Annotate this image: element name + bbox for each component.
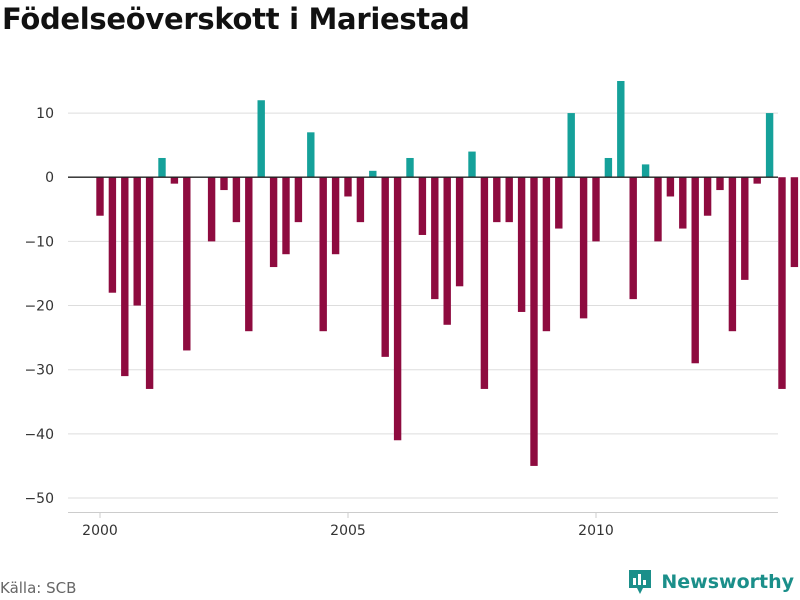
bar: [145, 177, 154, 389]
y-tick-label: 10: [36, 106, 54, 122]
bar: [257, 100, 265, 178]
bar: [517, 177, 526, 312]
bar: [393, 177, 402, 441]
bar: [269, 177, 278, 268]
bar: [703, 177, 712, 216]
bar: [356, 177, 365, 223]
bars: [96, 81, 799, 466]
bar: [331, 177, 340, 255]
x-tick-label: 2000: [82, 523, 118, 539]
y-tick-label: −50: [24, 491, 54, 507]
y-tick-label: 0: [45, 170, 54, 186]
bar: [617, 81, 625, 178]
bar: [753, 177, 761, 184]
bar: [418, 177, 427, 235]
bar: [381, 177, 389, 357]
bar: [654, 177, 662, 242]
bar: [294, 177, 303, 223]
y-tick-label: −20: [24, 299, 54, 315]
bar: [431, 177, 439, 300]
bar: [121, 177, 129, 377]
bar: [629, 177, 637, 300]
bar: [158, 157, 166, 178]
bar: [555, 177, 563, 229]
bar: [319, 177, 327, 332]
bar: [108, 177, 117, 293]
bar: [679, 177, 687, 229]
bar: [468, 151, 476, 178]
bar: [579, 177, 588, 319]
bar: [542, 177, 551, 332]
y-tick-label: −10: [24, 234, 54, 250]
bar: [455, 177, 464, 287]
bar: [728, 177, 737, 332]
bar: [741, 177, 749, 280]
bar: [406, 157, 414, 178]
source-note: Källa: SCB: [0, 579, 77, 597]
bar: [778, 177, 786, 389]
bar: [592, 177, 600, 242]
bar: [307, 132, 315, 178]
bar: [505, 177, 513, 223]
bar: [220, 177, 228, 191]
bar: [567, 113, 575, 178]
bar: [183, 177, 191, 351]
bar: [207, 177, 216, 242]
bar: [604, 157, 613, 178]
x-tick-label: 2005: [330, 523, 366, 539]
x-tick-label: 2010: [578, 523, 614, 539]
bar: [344, 177, 352, 197]
bar: [493, 177, 501, 223]
y-axis-labels: 10 0 −10 −20 −30 −40 −50: [24, 106, 54, 507]
bar: [666, 177, 675, 197]
gridlines: [68, 112, 778, 499]
chart-title: Födelseöverskott i Mariestad: [2, 2, 470, 36]
bar: [641, 164, 650, 178]
bar: [133, 177, 141, 306]
bar: [691, 177, 699, 364]
bar: [96, 177, 104, 216]
bar: [282, 177, 290, 255]
bar: [369, 170, 377, 178]
newsworthy-logo-icon: [629, 570, 652, 594]
bar: [790, 177, 799, 268]
y-tick-label: −30: [24, 363, 54, 379]
bar: [530, 177, 538, 466]
bar: [443, 177, 451, 325]
bar: [765, 113, 774, 178]
y-tick-label: −40: [24, 427, 54, 443]
bar: [232, 177, 241, 223]
brand-name: Newsworthy: [661, 571, 794, 593]
bar: [716, 177, 724, 191]
x-axis: 200020052010201520202025: [68, 512, 778, 539]
brand-logo: Newsworthy: [627, 568, 794, 596]
bar: [170, 177, 179, 184]
bar: [245, 177, 253, 332]
bar: [480, 177, 489, 389]
